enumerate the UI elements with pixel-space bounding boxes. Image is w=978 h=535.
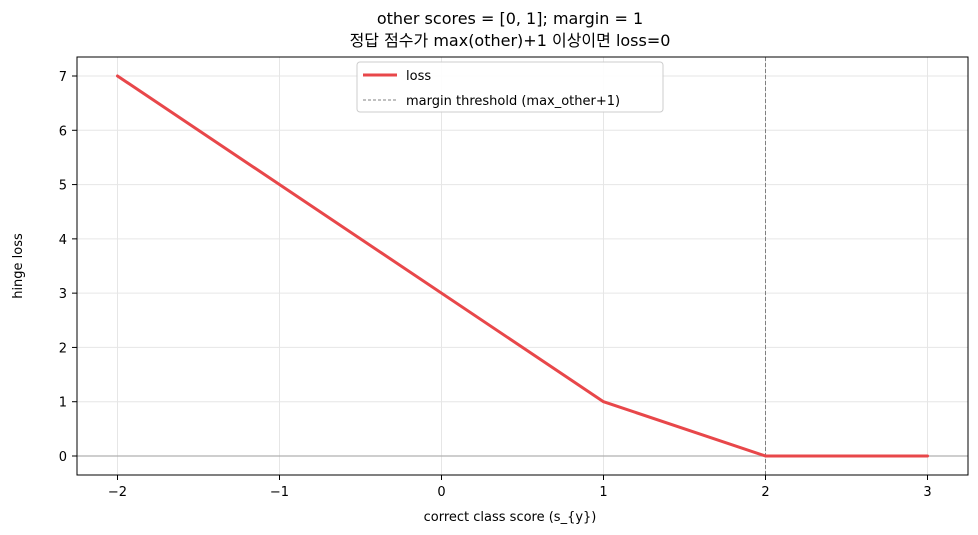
x-tick-label: 3	[923, 485, 931, 500]
y-tick-label: 3	[59, 287, 67, 302]
loss-line	[116, 74, 929, 458]
series	[116, 74, 929, 458]
y-tick-label: 0	[59, 450, 67, 465]
plot-area-frame	[76, 56, 969, 476]
ticks: −2 −1 0 1 2 3 0 1 2 3 4 5 6 7	[59, 70, 932, 500]
grid	[77, 57, 968, 475]
y-tick-label: 6	[59, 124, 67, 139]
x-tick-label: −2	[108, 485, 127, 500]
x-tick-label: 2	[761, 485, 769, 500]
y-tick-label: 5	[59, 179, 67, 194]
x-axis-label: correct class score (s_{y})	[424, 510, 597, 525]
x-tick-label: 0	[437, 485, 445, 500]
legend-threshold-label: margin threshold (max_other+1)	[406, 94, 620, 109]
y-tick-label: 4	[59, 233, 67, 248]
x-tick-label: 1	[599, 485, 607, 500]
legend-loss-label: loss	[406, 69, 431, 84]
legend-box	[356, 61, 664, 113]
reference-lines	[77, 57, 968, 475]
y-tick-label: 1	[59, 396, 67, 411]
y-tick-label: 7	[59, 70, 67, 85]
chart-title: other scores = [0, 1]; margin = 1	[377, 9, 643, 28]
y-axis-label: hinge loss	[11, 233, 26, 299]
chart-subtitle: 정답 점수가 max(other)+1 이상이면 loss=0	[350, 31, 671, 50]
y-tick-label: 2	[59, 341, 67, 356]
x-tick-label: −1	[270, 485, 289, 500]
legend: loss margin threshold (max_other+1)	[356, 61, 664, 113]
